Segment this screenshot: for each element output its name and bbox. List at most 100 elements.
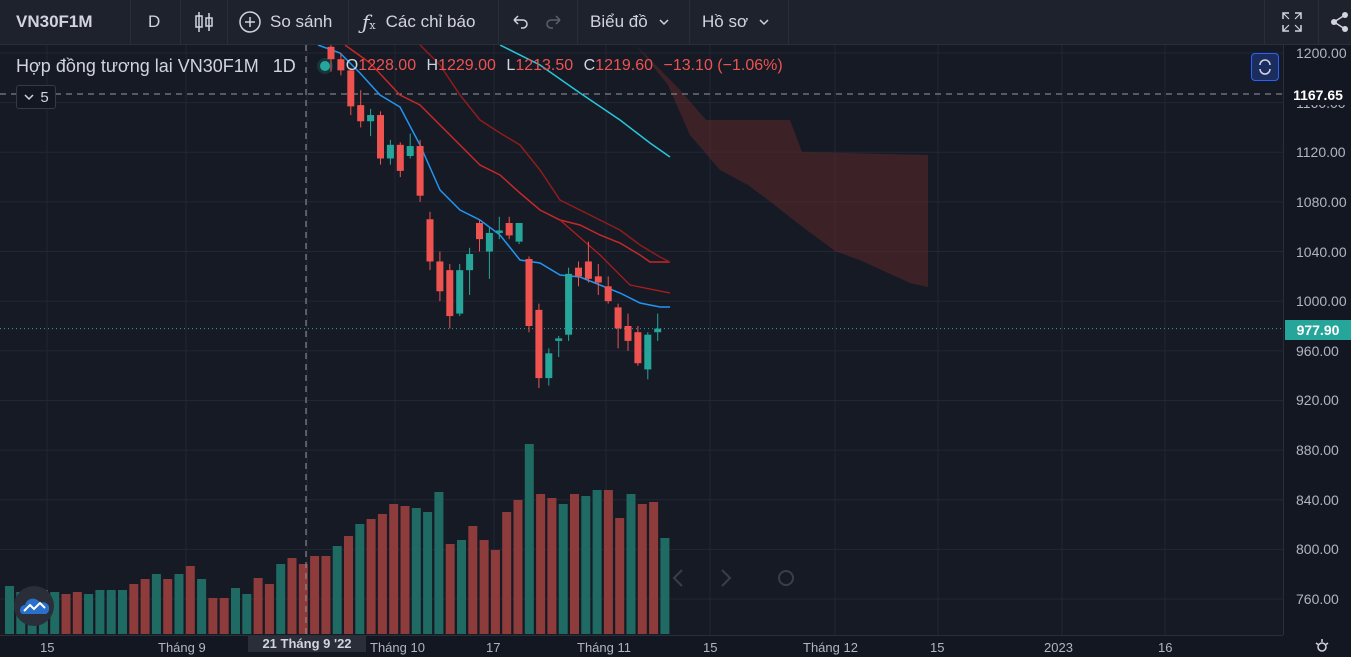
candle-body [416,146,424,196]
toolbar-divider [130,0,131,44]
crosshair-date-tag: 21 Tháng 9 '22 [248,635,366,652]
top-toolbar: VN30F1M D So sánh ƒx Các chỉ báo Biểu đồ… [0,0,1351,45]
time-axis-label: Tháng 11 [577,640,631,655]
interval-button[interactable]: D [148,0,160,44]
candle-body [337,59,345,71]
legend-interval: 1D [272,55,296,76]
candle-body [555,338,563,341]
sync-button[interactable] [1251,53,1279,81]
scroll-left-icon [672,569,683,587]
price-axis-label: 1120.00 [1296,144,1346,161]
price-axis[interactable] [1283,45,1351,635]
volume-bar [61,594,71,634]
candle-body [495,230,503,233]
symbol-label: VN30F1M [16,12,93,31]
volume-bar [626,494,636,634]
price-axis-label: 960.00 [1296,342,1339,359]
close-key: C [583,57,596,74]
volume-bar [637,504,647,634]
candle-body [624,326,632,341]
time-axis-label: 2023 [1044,640,1073,655]
chevron-down-icon [759,19,769,26]
share-button[interactable] [1330,0,1350,44]
candle-body [436,261,444,292]
volume-bar [513,500,523,634]
price-axis-label: 880.00 [1296,442,1339,459]
volume-bar [536,494,546,634]
volume-bar [344,536,353,634]
toolbar-divider [227,0,228,44]
volume-bar [84,594,94,634]
price-axis-label: 840.00 [1296,491,1339,508]
fullscreen-icon [1282,12,1302,32]
toolbar-divider [788,0,789,44]
candle-body [485,232,493,252]
volume-bar [219,598,229,634]
chevron-down-icon [24,94,34,101]
last-price-tag: 977.90 [1285,320,1351,340]
price-axis-label: 800.00 [1296,541,1339,558]
time-axis-settings-button[interactable] [1313,638,1331,657]
volume-bar [377,514,387,634]
open-value: 1228.00 [358,57,417,74]
volume-bar [50,592,60,634]
toolbar-divider [1264,0,1265,44]
volume-bar [592,490,602,634]
change-value: −13.10 (−1.06%) [663,57,783,74]
candle-body [357,105,365,122]
toolbar-divider [1318,0,1319,44]
price-chart[interactable] [0,40,1283,635]
price-axis-label: 920.00 [1296,392,1339,409]
high-key: H [426,57,439,74]
market-status[interactable] [308,55,342,77]
volume-bar [389,504,399,634]
ohlc-values: O1228.00 H1229.00 L1213.50 C1219.60 −13.… [346,57,789,75]
volume-bar [253,578,263,634]
candle-body [367,115,375,122]
scroll-right-icon [721,569,732,587]
volume-bar [411,508,421,634]
redo-button[interactable] [544,0,564,44]
ma-extra-line [559,219,671,294]
price-axis-label: 1040.00 [1296,243,1347,260]
undo-button[interactable] [510,0,530,44]
indicator-count: 5 [40,88,49,106]
symbol-search-button[interactable]: VN30F1M [16,0,93,44]
cloud-area [636,45,928,287]
candle-body [535,309,543,379]
candle-body [406,146,414,156]
time-axis-label: 15 [703,640,718,655]
indicators-button[interactable]: ƒx Các chỉ báo [362,0,475,44]
candle-body [505,223,513,236]
low-key: L [506,57,516,74]
volume-bar [140,579,150,634]
chart-type-button[interactable] [194,0,214,44]
toolbar-divider [498,0,499,44]
volume-bar [5,586,14,634]
compare-button[interactable]: So sánh [238,0,332,44]
candle-body [644,334,652,370]
candle-body [327,46,335,60]
volume-bar [106,590,116,634]
volume-bar [321,556,331,634]
undo-icon [513,15,528,29]
volume-bar [163,579,173,634]
sync-icon [1259,59,1271,75]
candle-body [525,258,533,326]
tradingview-logo[interactable] [14,586,54,626]
candle-body [386,144,394,159]
candle-body [654,328,662,333]
chart-pane[interactable] [0,40,1283,635]
last-price: 977.90 [1296,322,1340,338]
chart-layout-dropdown[interactable]: Biểu đồ [590,0,670,44]
candle-body [565,273,573,335]
legend-title[interactable]: Hợp đồng tương lai VN30F1M [16,55,259,76]
toolbar-divider [689,0,690,44]
profile-dropdown[interactable]: Hồ sơ [702,0,770,44]
fullscreen-button[interactable] [1281,0,1303,44]
volume-bar [615,518,625,634]
close-value: 1219.60 [595,57,654,74]
volume-bar [129,584,139,634]
indicators-toggle[interactable]: 5 [16,85,56,109]
ma-long-line [499,44,671,158]
